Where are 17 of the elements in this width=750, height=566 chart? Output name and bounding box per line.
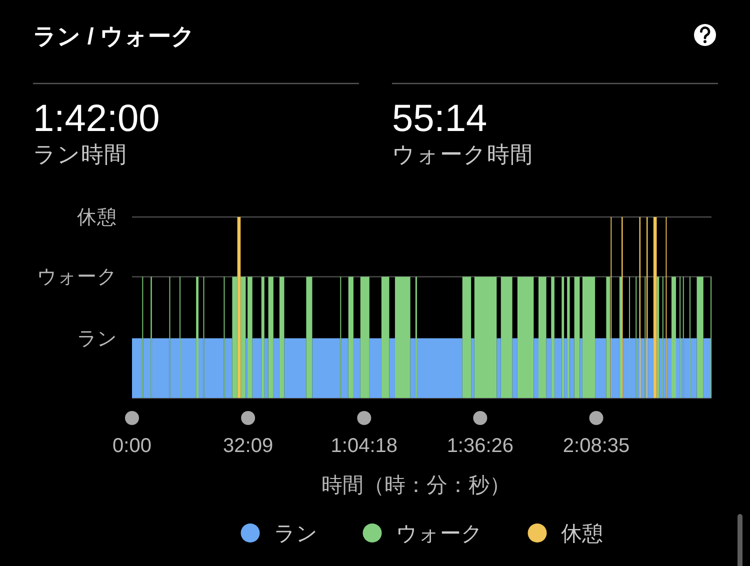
text: 休憩	[77, 206, 117, 228]
text: ウォーク	[37, 266, 117, 288]
x-tick-label: 1:36:26	[446, 435, 514, 457]
x-tick-label: 1:04:18	[330, 435, 398, 457]
legend-label: ラン	[274, 522, 318, 546]
text: ラン時間	[33, 142, 127, 167]
chart-title: ラン / ウォーク	[33, 23, 196, 49]
text: 1:42:00	[33, 98, 160, 140]
legend-label: ウォーク	[396, 522, 483, 546]
text: ウォーク時間	[392, 142, 533, 167]
x-axis-title: 時間（時：分：秒）	[321, 474, 510, 497]
text: ラン	[77, 328, 117, 350]
x-tick-label: 32:09	[223, 435, 274, 457]
x-tick-label: 2:08:35	[562, 435, 630, 457]
x-tick-label: 0:00	[112, 435, 152, 457]
legend-label: 休憩	[560, 522, 603, 546]
text: 55:14	[392, 98, 488, 140]
